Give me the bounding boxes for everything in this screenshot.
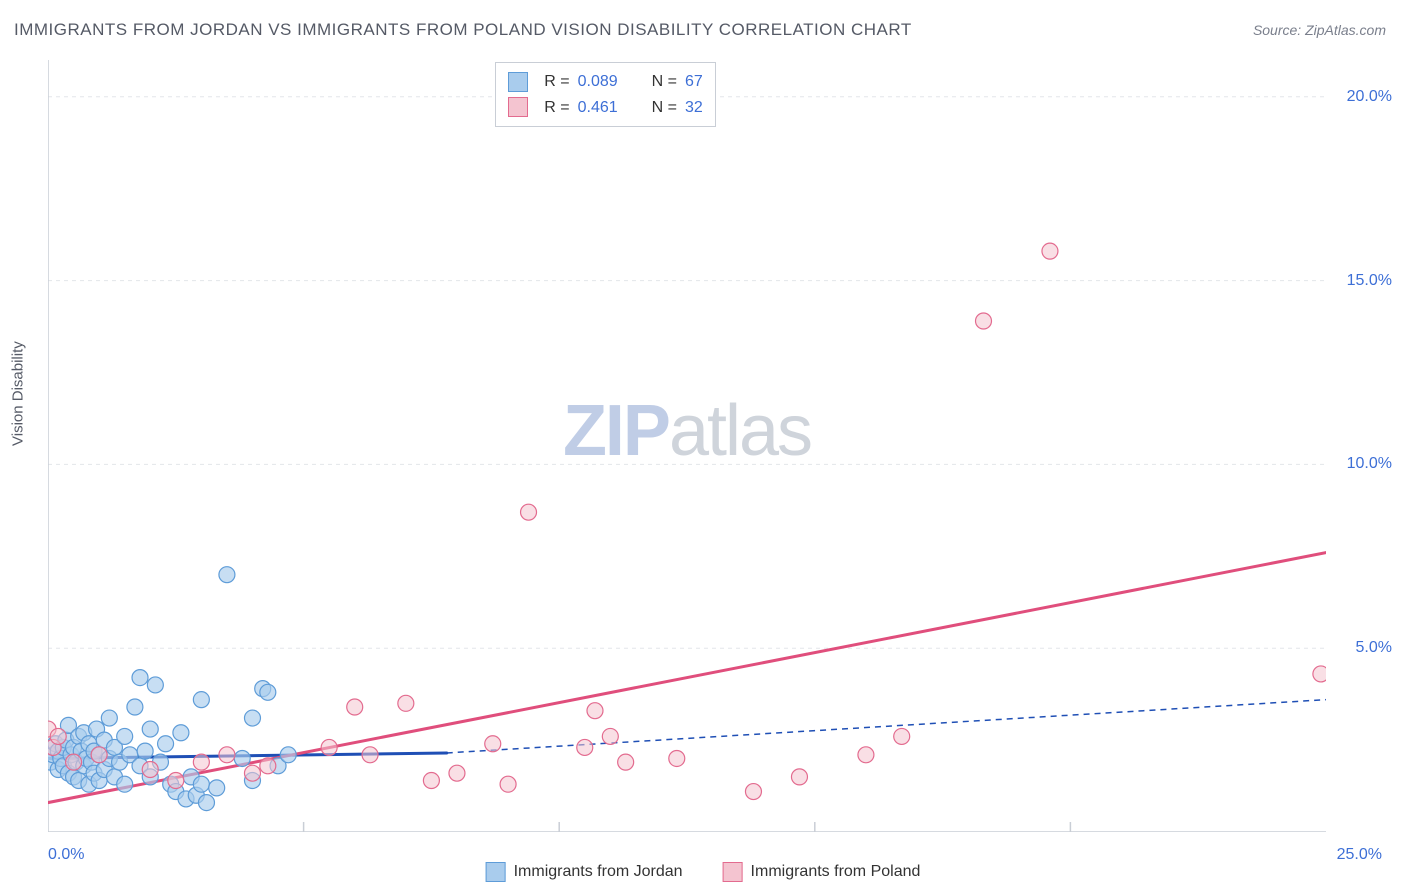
legend-item-jordan: Immigrants from Jordan xyxy=(486,862,683,882)
plot-area: ZIPatlas 5.0%10.0%15.0%20.0% 0.0%25.0% R… xyxy=(48,60,1326,832)
legend-swatch-jordan xyxy=(508,72,528,92)
chart-title: IMMIGRANTS FROM JORDAN VS IMMIGRANTS FRO… xyxy=(14,20,912,40)
legend-label-poland: Immigrants from Poland xyxy=(751,863,921,880)
correlation-legend: R = 0.089 N = 67 R = 0.461 N = 32 xyxy=(495,62,715,127)
y-tick-label: 15.0% xyxy=(1347,272,1392,290)
legend-row-jordan: R = 0.089 N = 67 xyxy=(508,69,702,95)
legend-swatch-jordan xyxy=(486,862,506,882)
y-tick-label: 10.0% xyxy=(1347,455,1392,473)
x-tick-label: 25.0% xyxy=(1337,846,1382,864)
legend-label-jordan: Immigrants from Jordan xyxy=(514,863,683,880)
x-tick-label: 0.0% xyxy=(48,846,84,864)
n-label: N = xyxy=(652,69,677,95)
r-value-jordan: 0.089 xyxy=(578,69,634,95)
y-axis-label: Vision Disability xyxy=(10,341,27,446)
n-label: N = xyxy=(652,95,677,121)
series-legend: Immigrants from Jordan Immigrants from P… xyxy=(486,862,921,882)
legend-row-poland: R = 0.461 N = 32 xyxy=(508,95,702,121)
y-tick-label: 5.0% xyxy=(1356,639,1392,657)
correlation-chart: IMMIGRANTS FROM JORDAN VS IMMIGRANTS FRO… xyxy=(0,0,1406,892)
scatter-plot-svg xyxy=(48,60,1326,832)
r-label: R = xyxy=(544,95,569,121)
legend-item-poland: Immigrants from Poland xyxy=(723,862,921,882)
source-attribution: Source: ZipAtlas.com xyxy=(1253,22,1386,38)
n-value-jordan: 67 xyxy=(685,69,703,95)
legend-swatch-poland xyxy=(508,97,528,117)
n-value-poland: 32 xyxy=(685,95,703,121)
legend-swatch-poland xyxy=(723,862,743,882)
r-value-poland: 0.461 xyxy=(578,95,634,121)
y-tick-label: 20.0% xyxy=(1347,88,1392,106)
r-label: R = xyxy=(544,69,569,95)
